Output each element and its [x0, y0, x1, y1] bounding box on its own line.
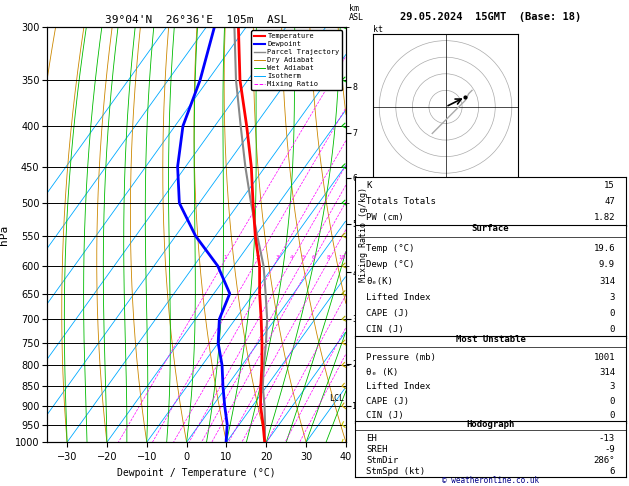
Text: Most Unstable: Most Unstable	[455, 335, 526, 345]
Text: EH: EH	[366, 434, 377, 443]
Text: θₑ(K): θₑ(K)	[366, 277, 393, 286]
Text: 1.82: 1.82	[594, 213, 615, 223]
Text: km
ASL: km ASL	[349, 4, 364, 22]
Text: 9.9: 9.9	[599, 260, 615, 269]
Text: 1: 1	[223, 255, 226, 260]
Text: Dewp (°C): Dewp (°C)	[366, 260, 415, 269]
Text: 2: 2	[255, 255, 259, 260]
Text: StmDir: StmDir	[366, 456, 398, 465]
Text: kt: kt	[372, 25, 382, 34]
Y-axis label: hPa: hPa	[0, 225, 9, 244]
X-axis label: Dewpoint / Temperature (°C): Dewpoint / Temperature (°C)	[117, 468, 276, 478]
Text: 3: 3	[610, 382, 615, 391]
Text: 6: 6	[610, 467, 615, 476]
Text: 1001: 1001	[594, 353, 615, 363]
Text: 286°: 286°	[594, 456, 615, 465]
Text: Temp (°C): Temp (°C)	[366, 244, 415, 253]
Text: 0: 0	[610, 325, 615, 334]
Text: 3: 3	[610, 293, 615, 302]
Text: © weatheronline.co.uk: © weatheronline.co.uk	[442, 475, 539, 485]
Text: Lifted Index: Lifted Index	[366, 382, 431, 391]
Text: 8: 8	[327, 255, 331, 260]
Text: 15: 15	[604, 181, 615, 190]
Text: 4: 4	[290, 255, 294, 260]
Text: CAPE (J): CAPE (J)	[366, 397, 409, 406]
Text: StmSpd (kt): StmSpd (kt)	[366, 467, 425, 476]
Text: 19.6: 19.6	[594, 244, 615, 253]
Text: LCL: LCL	[329, 394, 344, 402]
Text: 29.05.2024  15GMT  (Base: 18): 29.05.2024 15GMT (Base: 18)	[400, 12, 581, 22]
Text: 314: 314	[599, 277, 615, 286]
Text: 0: 0	[610, 411, 615, 420]
Text: θₑ (K): θₑ (K)	[366, 368, 398, 377]
Text: -9: -9	[604, 445, 615, 454]
Text: Hodograph: Hodograph	[467, 419, 515, 429]
Text: K: K	[366, 181, 372, 190]
Text: 0: 0	[610, 397, 615, 406]
Text: 6: 6	[311, 255, 315, 260]
Text: PW (cm): PW (cm)	[366, 213, 404, 223]
Text: 47: 47	[604, 197, 615, 206]
Text: Mixing Ratio (g/kg): Mixing Ratio (g/kg)	[359, 187, 368, 282]
Text: CAPE (J): CAPE (J)	[366, 309, 409, 318]
Text: -13: -13	[599, 434, 615, 443]
Text: CIN (J): CIN (J)	[366, 411, 404, 420]
Text: Totals Totals: Totals Totals	[366, 197, 436, 206]
Text: 10: 10	[338, 255, 345, 260]
Text: 3: 3	[276, 255, 279, 260]
Text: Pressure (mb): Pressure (mb)	[366, 353, 436, 363]
Text: 5: 5	[302, 255, 305, 260]
Title: 39°04'N  26°36'E  105m  ASL: 39°04'N 26°36'E 105m ASL	[106, 15, 287, 25]
Text: Surface: Surface	[472, 224, 509, 233]
Legend: Temperature, Dewpoint, Parcel Trajectory, Dry Adiabat, Wet Adiabat, Isotherm, Mi: Temperature, Dewpoint, Parcel Trajectory…	[252, 30, 342, 90]
Text: CIN (J): CIN (J)	[366, 325, 404, 334]
Text: 0: 0	[610, 309, 615, 318]
Text: 314: 314	[599, 368, 615, 377]
Text: SREH: SREH	[366, 445, 387, 454]
Text: Lifted Index: Lifted Index	[366, 293, 431, 302]
